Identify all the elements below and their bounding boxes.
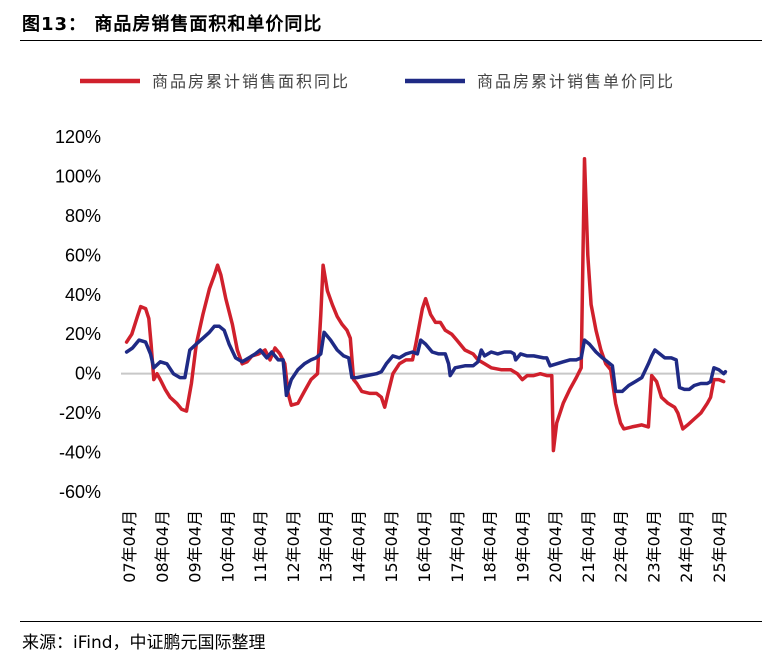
x-tick-label: 20年04月 (546, 510, 565, 583)
line-chart: 商品房累计销售面积同比 商品房累计销售单价同比 120% 100% 80% 60% 40%… (55, 72, 729, 583)
y-axis: 120% 100% 80% 60% 40% 20% 0% -20% -40% -60% (55, 127, 101, 502)
series-group (124, 156, 728, 453)
y-tick-label: 80% (65, 206, 101, 226)
y-tick-label: -60% (59, 482, 101, 502)
x-tick-label: 10年04月 (218, 510, 237, 583)
x-tick-label: 19年04月 (513, 510, 532, 583)
source-note: 来源：iFind，中证鹏元国际整理 (22, 633, 266, 653)
y-tick-label: 40% (65, 285, 101, 305)
title-rule (20, 40, 762, 41)
legend: 商品房累计销售面积同比 商品房累计销售单价同比 (80, 72, 675, 91)
y-tick-label: 120% (55, 127, 101, 147)
y-tick-label: -40% (59, 443, 101, 463)
x-tick-label: 12年04月 (284, 510, 303, 583)
x-tick-label: 17年04月 (448, 510, 467, 583)
x-tick-label: 11年04月 (251, 510, 270, 583)
x-tick-label: 24年04月 (677, 510, 696, 583)
x-tick-label: 22年04月 (612, 510, 631, 583)
figure-title: 图13： 商品房销售面积和单价同比 (22, 14, 323, 35)
y-tick-label: -20% (59, 403, 101, 423)
x-tick-label: 07年04月 (120, 510, 139, 583)
x-tick-label: 08年04月 (153, 510, 172, 583)
x-tick-label: 18年04月 (481, 510, 500, 583)
legend-label: 商品房累计销售面积同比 (152, 72, 350, 91)
y-tick-label: 60% (65, 245, 101, 265)
x-axis: 07年04月 08年04月 09年04月 10年04月 11年04月 12年04月 13年0… (120, 372, 729, 583)
x-tick-label: 14年04月 (349, 510, 368, 583)
x-tick-label: 15年04月 (382, 510, 401, 583)
x-tick-label: 23年04月 (644, 510, 663, 583)
x-tick-label: 16年04月 (415, 510, 434, 583)
y-tick-label: 20% (65, 324, 101, 344)
x-tick-label: 13年04月 (317, 510, 336, 583)
y-tick-label: 100% (55, 166, 101, 186)
series-line-area-yoy (124, 156, 726, 453)
legend-label: 商品房累计销售单价同比 (477, 72, 675, 91)
x-tick-label: 21年04月 (579, 510, 598, 583)
x-tick-label: 09年04月 (186, 510, 205, 583)
x-tick-label: 25年04月 (710, 510, 729, 583)
y-tick-label: 0% (75, 364, 101, 384)
footer-rule (20, 621, 762, 622)
series-line-price-yoy (124, 324, 728, 398)
